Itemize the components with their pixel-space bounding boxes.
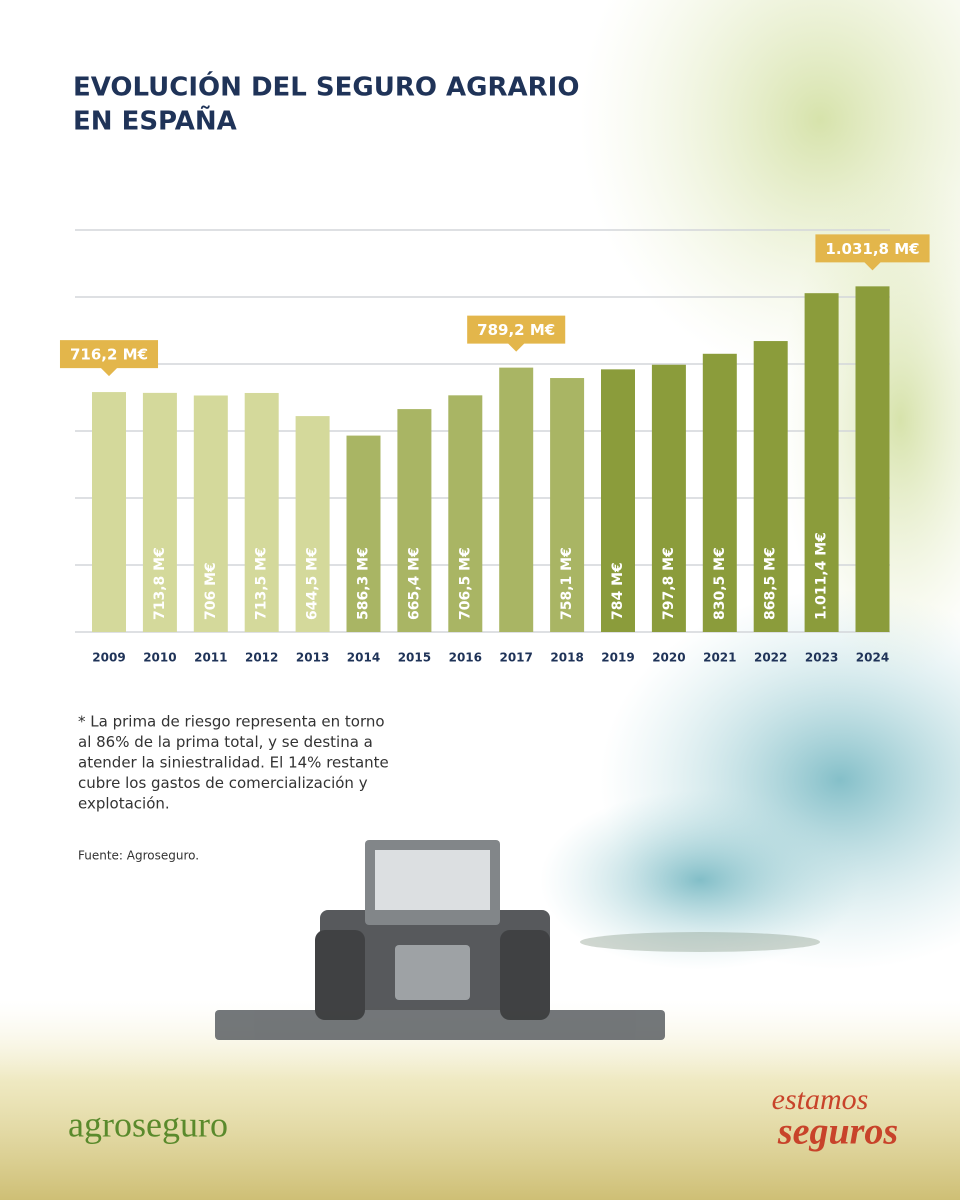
note-line: explotación. [78, 795, 170, 813]
slogan: seguros [777, 1111, 898, 1153]
value-label: 830,5 M€ [712, 547, 728, 620]
x-tick-label: 2021 [703, 651, 736, 665]
value-label: 713,8 M€ [152, 547, 168, 620]
value-label: 713,5 M€ [254, 547, 270, 620]
x-tick-label: 2010 [143, 651, 176, 665]
value-label: 586,3 M€ [356, 547, 372, 620]
x-tick-label: 2018 [550, 651, 583, 665]
bar [346, 435, 381, 632]
bar [92, 392, 126, 632]
value-label: 665,4 M€ [406, 547, 422, 620]
chart-title: EN ESPAÑA [73, 105, 237, 137]
x-tick-label: 2023 [805, 651, 838, 665]
bar [244, 392, 279, 632]
x-tick-label: 2014 [347, 651, 380, 665]
note: * La prima de riesgo representa en torno… [78, 713, 389, 813]
logo: agroseguro [68, 1104, 228, 1144]
x-tick-label: 2015 [398, 651, 431, 665]
bar [753, 341, 788, 632]
bar [651, 364, 686, 632]
value-label: 706,5 M€ [457, 547, 473, 620]
bar [193, 395, 228, 632]
bar [397, 409, 432, 632]
bar [702, 353, 737, 632]
x-tick-label: 2022 [754, 651, 787, 665]
x-tick-label: 2013 [296, 651, 329, 665]
slogan: estamos [772, 1083, 869, 1116]
bar [295, 416, 330, 632]
note-line: al 86% de la prima total, y se destina a [78, 733, 373, 751]
bar [804, 293, 839, 632]
value-label: 1.011,4 M€ [814, 532, 830, 620]
callout-box [59, 340, 159, 377]
value-label: 706 M€ [203, 562, 219, 620]
note-line: atender la siniestralidad. El 14% restan… [78, 754, 389, 772]
note-line: cubre los gastos de comercialización y [78, 774, 368, 792]
tractor-illustration [215, 840, 665, 1040]
callout-box [467, 315, 566, 352]
bar [142, 392, 177, 632]
value-label: 797,8 M€ [661, 547, 677, 620]
x-tick-label: 2016 [449, 651, 482, 665]
source: Fuente: Agroseguro. [78, 849, 199, 863]
x-tick-label: 2019 [601, 651, 634, 665]
value-label: 644,5 M€ [305, 547, 321, 620]
x-tick-label: 2011 [194, 651, 227, 665]
bar [855, 286, 890, 632]
bar [601, 369, 635, 632]
x-tick-label: 2017 [499, 651, 532, 665]
x-tick-label: 2012 [245, 651, 278, 665]
note-line: * La prima de riesgo representa en torno [78, 713, 385, 731]
x-tick-label: 2009 [92, 651, 125, 665]
chart-title: EVOLUCIÓN DEL SEGURO AGRARIO [73, 71, 579, 103]
plot: 2009 716,2 M€ 2010 713,8 M€ 2011 706 M€ 2012 71… [59, 229, 930, 665]
value-label: 784 M€ [610, 562, 626, 620]
callout-box [815, 234, 930, 271]
callout-label: 789,2 M€ [477, 321, 555, 339]
callout-label: 1.031,8 M€ [825, 240, 919, 258]
bar [499, 367, 534, 632]
x-tick-label: 2024 [856, 651, 889, 665]
bar [550, 378, 585, 632]
bar [448, 395, 483, 632]
callout-label: 716,2 M€ [70, 346, 148, 364]
x-tick-label: 2020 [652, 651, 685, 665]
value-label: 868,5 M€ [763, 547, 779, 620]
value-label: 758,1 M€ [559, 547, 575, 620]
